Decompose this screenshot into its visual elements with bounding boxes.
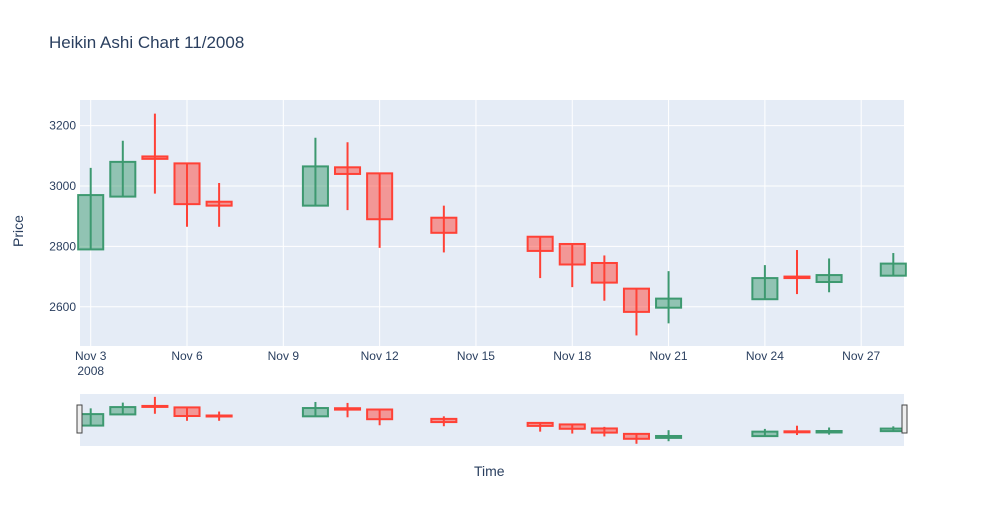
mini-candle [109,402,137,416]
rangeslider-right-handle[interactable] [901,404,908,434]
candle-body [526,235,554,252]
mini-candle [558,423,586,434]
mini-candle [205,411,233,421]
candle-body [205,200,233,207]
candle-increasing[interactable] [301,137,329,207]
x-axis-label: Time [474,463,505,479]
mini-candle [751,428,779,438]
mini-candle-body [526,421,554,427]
candle-increasing[interactable] [815,258,843,293]
x-tick-label: Nov 24 [746,349,784,363]
mini-candle [173,406,201,421]
x-tick-label: Nov 9 [268,349,300,363]
candle-decreasing[interactable] [366,172,394,248]
mini-candle-body [366,408,394,421]
mini-candle-body [783,430,811,434]
candle-decreasing[interactable] [173,162,201,227]
candle-decreasing[interactable] [430,205,458,253]
mini-candle-body [751,430,779,438]
mini-candle [815,427,843,435]
x-tick-label: Nov 21 [650,349,688,363]
candle-body [141,155,169,160]
candle-decreasing[interactable] [141,113,169,194]
candle-body [109,160,137,198]
candle-body [430,216,458,234]
candle-decreasing[interactable] [526,235,554,279]
y-tick-label: 3200 [49,119,76,133]
mini-candle-body [430,417,458,424]
candle-body [879,262,907,277]
mini-candle [622,432,650,444]
y-tick-label: 2800 [49,239,76,253]
mini-candle-body [590,427,618,434]
candle-body [655,297,683,309]
candle-increasing[interactable] [109,140,137,198]
candle-decreasing[interactable] [334,142,362,211]
candle-decreasing[interactable] [558,242,586,288]
candle-body [173,162,201,206]
mini-candle [301,401,329,418]
mini-candle-body [815,430,843,434]
candle-body [334,166,362,175]
mini-candle [141,396,169,414]
x-tick-label: Nov 15 [457,349,495,363]
candle-increasing[interactable] [751,265,779,301]
candle-body [366,172,394,221]
x-tick-label: Nov 18 [553,349,591,363]
mini-candle-body [141,404,169,408]
mini-candle-body [655,434,683,439]
mini-candle [783,425,811,436]
plot-area [80,100,904,346]
candle-body [815,274,843,284]
mini-candle-body [301,407,329,418]
candle-body [622,287,650,313]
mini-candle [526,421,554,432]
candle-body [783,275,811,280]
grid-lines [80,100,904,346]
candle-body [77,194,105,251]
candle-increasing[interactable] [879,253,907,277]
mini-candle [590,426,618,437]
x-tick-label: Nov 12 [361,349,399,363]
rangeslider-background[interactable] [80,394,904,446]
mini-candle-body [109,406,137,416]
mini-candle-body [205,414,233,418]
mini-candle-body [622,432,650,440]
candle-body [590,261,618,284]
candles [77,113,907,336]
mini-candle [655,430,683,442]
rangeslider-left-handle[interactable] [76,404,83,434]
candle-decreasing[interactable] [590,255,618,301]
x-tick-year-label: 2008 [77,364,104,378]
mini-candle-body [558,423,586,430]
mini-candle [366,408,394,426]
candle-decreasing[interactable] [622,287,650,336]
candle-body [301,165,329,207]
candle-decreasing[interactable] [205,183,233,227]
x-tick-label: Nov 6 [171,349,203,363]
chart-title: Heikin Ashi Chart 11/2008 [49,33,245,52]
x-tick-label: Nov 27 [842,349,880,363]
mini-candle [334,402,362,418]
rangeslider-candles [77,396,907,444]
y-tick-label: 2600 [49,300,76,314]
candle-body [751,277,779,301]
y-tick-label: 3000 [49,179,76,193]
candle-body [558,242,586,266]
mini-candle [430,416,458,427]
y-tick-labels: 2600 2800 3000 3200 [49,119,76,314]
candle-increasing[interactable] [655,271,683,324]
x-tick-label: Nov 3 [75,349,107,363]
candle-decreasing[interactable] [783,250,811,295]
mini-candle-body [334,407,362,411]
mini-candle-body [173,406,201,418]
candle-increasing[interactable] [77,167,105,251]
